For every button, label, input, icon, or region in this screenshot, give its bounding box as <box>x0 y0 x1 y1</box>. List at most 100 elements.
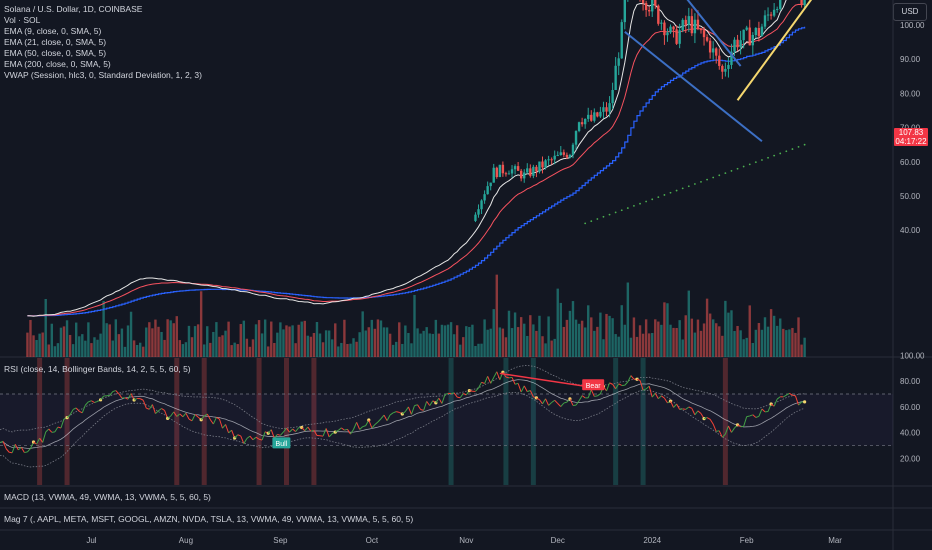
candle <box>519 170 523 179</box>
volume-bar <box>68 334 72 357</box>
candle <box>541 161 544 168</box>
candle <box>492 167 495 183</box>
candle <box>669 26 672 33</box>
candle <box>745 27 748 30</box>
rsi-segment <box>569 398 574 406</box>
rsi-segment <box>590 389 595 397</box>
ema200-dot <box>773 154 776 157</box>
volume-bar <box>209 342 212 357</box>
candle <box>678 30 681 44</box>
rsi-segment <box>691 408 696 416</box>
candle <box>641 0 645 4</box>
volume-bar <box>273 342 276 357</box>
rsi-segment <box>737 424 741 428</box>
volume-bar <box>96 339 99 357</box>
legend-ema9[interactable]: EMA (9, close, 0, SMA, 5) <box>4 26 102 36</box>
volume-bar <box>644 319 648 357</box>
rsi-segment <box>527 390 531 393</box>
ema200-dot <box>651 198 654 201</box>
candle <box>568 154 572 158</box>
rsi-segment <box>112 390 116 393</box>
volume-bar <box>446 324 450 357</box>
volume-bar <box>766 326 770 357</box>
rsi-segment <box>410 405 415 415</box>
volume-bar <box>388 333 392 357</box>
rsi-segment <box>386 414 391 421</box>
rsi-segment <box>383 414 388 421</box>
legend-symbol[interactable]: Solana / U.S. Dollar, 1D, COINBASE <box>4 4 143 14</box>
time-tick-label: Oct <box>366 536 379 545</box>
rsi-segment <box>280 431 284 436</box>
bar-countdown: 04:17:22 <box>895 137 927 146</box>
candle <box>538 161 541 172</box>
volume-bar <box>270 321 273 357</box>
macd-pane-label[interactable]: MACD (13, VWMA, 49, VWMA, 13, VWMA, 5, 5… <box>4 492 211 502</box>
rsi-segment <box>798 401 802 406</box>
volume-bar <box>623 324 626 357</box>
volume-bar <box>660 324 663 357</box>
candle <box>495 167 498 178</box>
rsi-segment <box>341 427 345 431</box>
volume-bar <box>608 315 611 357</box>
legend-ema21[interactable]: EMA (21, close, 0, SMA, 5) <box>4 37 107 47</box>
volume-bar <box>56 343 60 357</box>
volume-bar <box>285 325 288 357</box>
rsi-signal-bar <box>37 358 43 485</box>
rsi-segment <box>48 428 53 433</box>
volume-bar <box>376 319 380 357</box>
candle <box>721 65 724 72</box>
rsi-segment <box>773 398 778 407</box>
volume-bar <box>754 329 758 357</box>
volume-bar <box>166 319 169 357</box>
ema200-dot <box>663 194 666 196</box>
candle <box>760 26 764 37</box>
volume-bar <box>513 312 517 357</box>
rsi-segment <box>310 429 315 432</box>
rsi-signal-bar <box>201 358 207 485</box>
ema200-dot <box>748 163 751 166</box>
legend-vwap[interactable]: VWAP (Session, hlc3, 0, Standard Deviati… <box>4 70 202 80</box>
candle <box>620 22 623 59</box>
volume-bar <box>800 344 803 357</box>
rsi-segment <box>39 437 44 443</box>
rsi-segment <box>374 421 379 426</box>
volume-bar <box>370 319 374 357</box>
rsi-pane-label[interactable]: RSI (close, 14, Bollinger Bands, 14, 2, … <box>4 364 191 374</box>
candle <box>529 168 532 176</box>
legend-ema200[interactable]: EMA (200, close, 0, SMA, 5) <box>4 59 111 69</box>
volume-bar <box>748 305 751 357</box>
volume-bar <box>675 327 678 357</box>
rsi-pane: Bear Bull <box>0 365 893 468</box>
volume-bar <box>126 325 130 357</box>
rsi-segment <box>438 397 443 404</box>
rsi-segment <box>651 392 656 398</box>
candle <box>593 112 596 121</box>
legend-volume[interactable]: Vol · SOL <box>4 15 41 25</box>
rsi-segment <box>670 400 675 408</box>
rsi-segment <box>258 438 263 441</box>
candle <box>647 9 651 12</box>
volume-bar <box>398 322 401 357</box>
rsi-segment <box>45 428 50 433</box>
rsi-segment <box>731 427 735 433</box>
volume-bar <box>47 344 50 357</box>
candle <box>654 0 657 6</box>
candle <box>605 107 608 112</box>
legend-ema50[interactable]: EMA (50, close, 0, SMA, 5) <box>4 48 107 58</box>
rsi-segment <box>716 430 720 432</box>
ema200-dot <box>730 170 733 172</box>
rsi-segment <box>514 382 519 385</box>
time-tick-label: Mar <box>828 536 842 545</box>
rsi-segment <box>542 398 546 405</box>
volume-bar <box>367 327 370 357</box>
rsi-segment <box>222 424 226 429</box>
rsi-segment <box>724 425 729 435</box>
volume-bar <box>730 310 733 357</box>
rsi-segment <box>261 431 266 441</box>
mag7-pane-label[interactable]: Mag 7 (, AAPL, META, MSFT, GOOGL, AMZN, … <box>4 514 414 524</box>
price-tick-label: 40.00 <box>900 226 921 235</box>
volume-bar <box>276 332 279 357</box>
volume-bar <box>654 319 657 357</box>
volume-bar <box>233 342 236 357</box>
